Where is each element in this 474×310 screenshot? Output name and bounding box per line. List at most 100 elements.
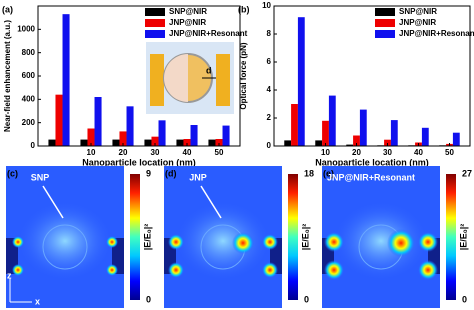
bar [353, 135, 360, 146]
bar [183, 139, 191, 146]
bar [452, 132, 460, 146]
hotspot [418, 260, 438, 280]
panel-label: (c) [7, 168, 18, 178]
bar [421, 127, 429, 146]
legend-label: JNP@NIR+Resonant [399, 29, 474, 38]
bar [55, 94, 63, 146]
map-label: JNP [189, 172, 207, 182]
legend-swatch [375, 8, 395, 16]
panel-label: (b) [238, 4, 250, 14]
legend-swatch [145, 30, 165, 38]
legend-swatch [375, 19, 395, 27]
bar [112, 139, 120, 146]
colorbar-label: |E/E₀|² [458, 224, 468, 251]
hotspot [232, 232, 254, 254]
bar [328, 95, 336, 146]
bar [87, 128, 95, 146]
colorbar-max: 9 [146, 168, 151, 178]
bar [158, 120, 166, 146]
hotspot [168, 234, 184, 250]
hotspot [12, 264, 24, 276]
plot-frame [273, 5, 471, 147]
panel-label: (a) [2, 4, 13, 14]
legend-swatch [145, 19, 165, 27]
particle-half [164, 54, 188, 102]
colorbar-max: 27 [462, 168, 472, 178]
x-tick-label: 20 [119, 148, 128, 157]
map-label: JNP@NIR+Resonant [327, 172, 415, 182]
colorbar-label: |E/E₀|² [300, 224, 310, 251]
y-tick-label: 0 [31, 141, 36, 150]
legend-label: SNP@NIR [399, 7, 437, 16]
bar [190, 125, 198, 146]
inset: d [146, 42, 234, 114]
hotspot [106, 264, 118, 276]
hotspot [262, 234, 278, 250]
y-tick-label: 600 [22, 71, 36, 80]
colorbar [130, 174, 140, 300]
y-tick-label: 8 [267, 29, 272, 38]
particle-outline [42, 224, 88, 270]
hotspot [387, 229, 415, 257]
bar [322, 120, 329, 146]
x-tick-label: 40 [183, 148, 192, 157]
panel-label: (d) [165, 168, 177, 178]
y-tick-label: 400 [22, 94, 36, 103]
bar [384, 139, 391, 146]
panel-label: (e) [323, 168, 334, 178]
bar [222, 125, 230, 146]
pointer-arrow [42, 185, 64, 219]
legend-label: JNP@NIR+Resonant [169, 29, 248, 38]
bar [297, 17, 305, 147]
legend-swatch [375, 30, 395, 38]
y-tick-label: 10 [262, 1, 271, 10]
colorbar-label: |E/E₀|² [142, 224, 152, 251]
legend-swatch [145, 8, 165, 16]
bar [390, 120, 398, 146]
x-tick-label: 30 [383, 148, 392, 157]
bar [291, 104, 298, 146]
bar [80, 139, 88, 146]
x-tick-label: 40 [414, 148, 423, 157]
hotspot [418, 232, 438, 252]
y-tick-label: 4 [267, 85, 272, 94]
legend-label: JNP@NIR [399, 18, 436, 27]
bar [94, 97, 102, 146]
axis-name: z [7, 270, 12, 280]
bar [208, 139, 216, 146]
y-tick-label: 1000 [17, 24, 35, 33]
map-label: SNP [31, 172, 50, 182]
y-axis-label: Near-field enhancement (a.u.) [3, 20, 12, 132]
hotspot [324, 232, 344, 252]
bar [315, 140, 323, 146]
colorbar-min: 0 [304, 294, 309, 304]
colorbar-min: 0 [146, 294, 151, 304]
field-halo [17, 201, 113, 281]
inset-label: d [206, 65, 212, 75]
bar [284, 140, 292, 146]
x-tick-label: 50 [215, 148, 224, 157]
colorbar [288, 174, 298, 300]
x-axis-label: Nanoparticle location (nm) [82, 157, 196, 167]
plot-frame [37, 5, 241, 147]
bar [119, 131, 127, 146]
y-tick-label: 800 [22, 48, 36, 57]
hotspot [12, 236, 24, 248]
hotspot [106, 236, 118, 248]
bar [359, 109, 367, 146]
x-tick-label: 10 [321, 148, 330, 157]
x-axis-label: Nanoparticle location (nm) [315, 157, 429, 167]
hotspot [262, 262, 278, 278]
y-tick-label: 2 [267, 113, 272, 122]
y-tick-label: 6 [267, 57, 272, 66]
y-tick-label: 0 [267, 141, 272, 150]
hotspot [168, 262, 184, 278]
field-halo [175, 201, 271, 281]
electrode [150, 54, 164, 106]
colorbar [446, 174, 456, 300]
x-tick-label: 30 [151, 148, 160, 157]
bar [215, 139, 223, 146]
colorbar-min: 0 [462, 294, 467, 304]
legend-label: SNP@NIR [169, 7, 207, 16]
